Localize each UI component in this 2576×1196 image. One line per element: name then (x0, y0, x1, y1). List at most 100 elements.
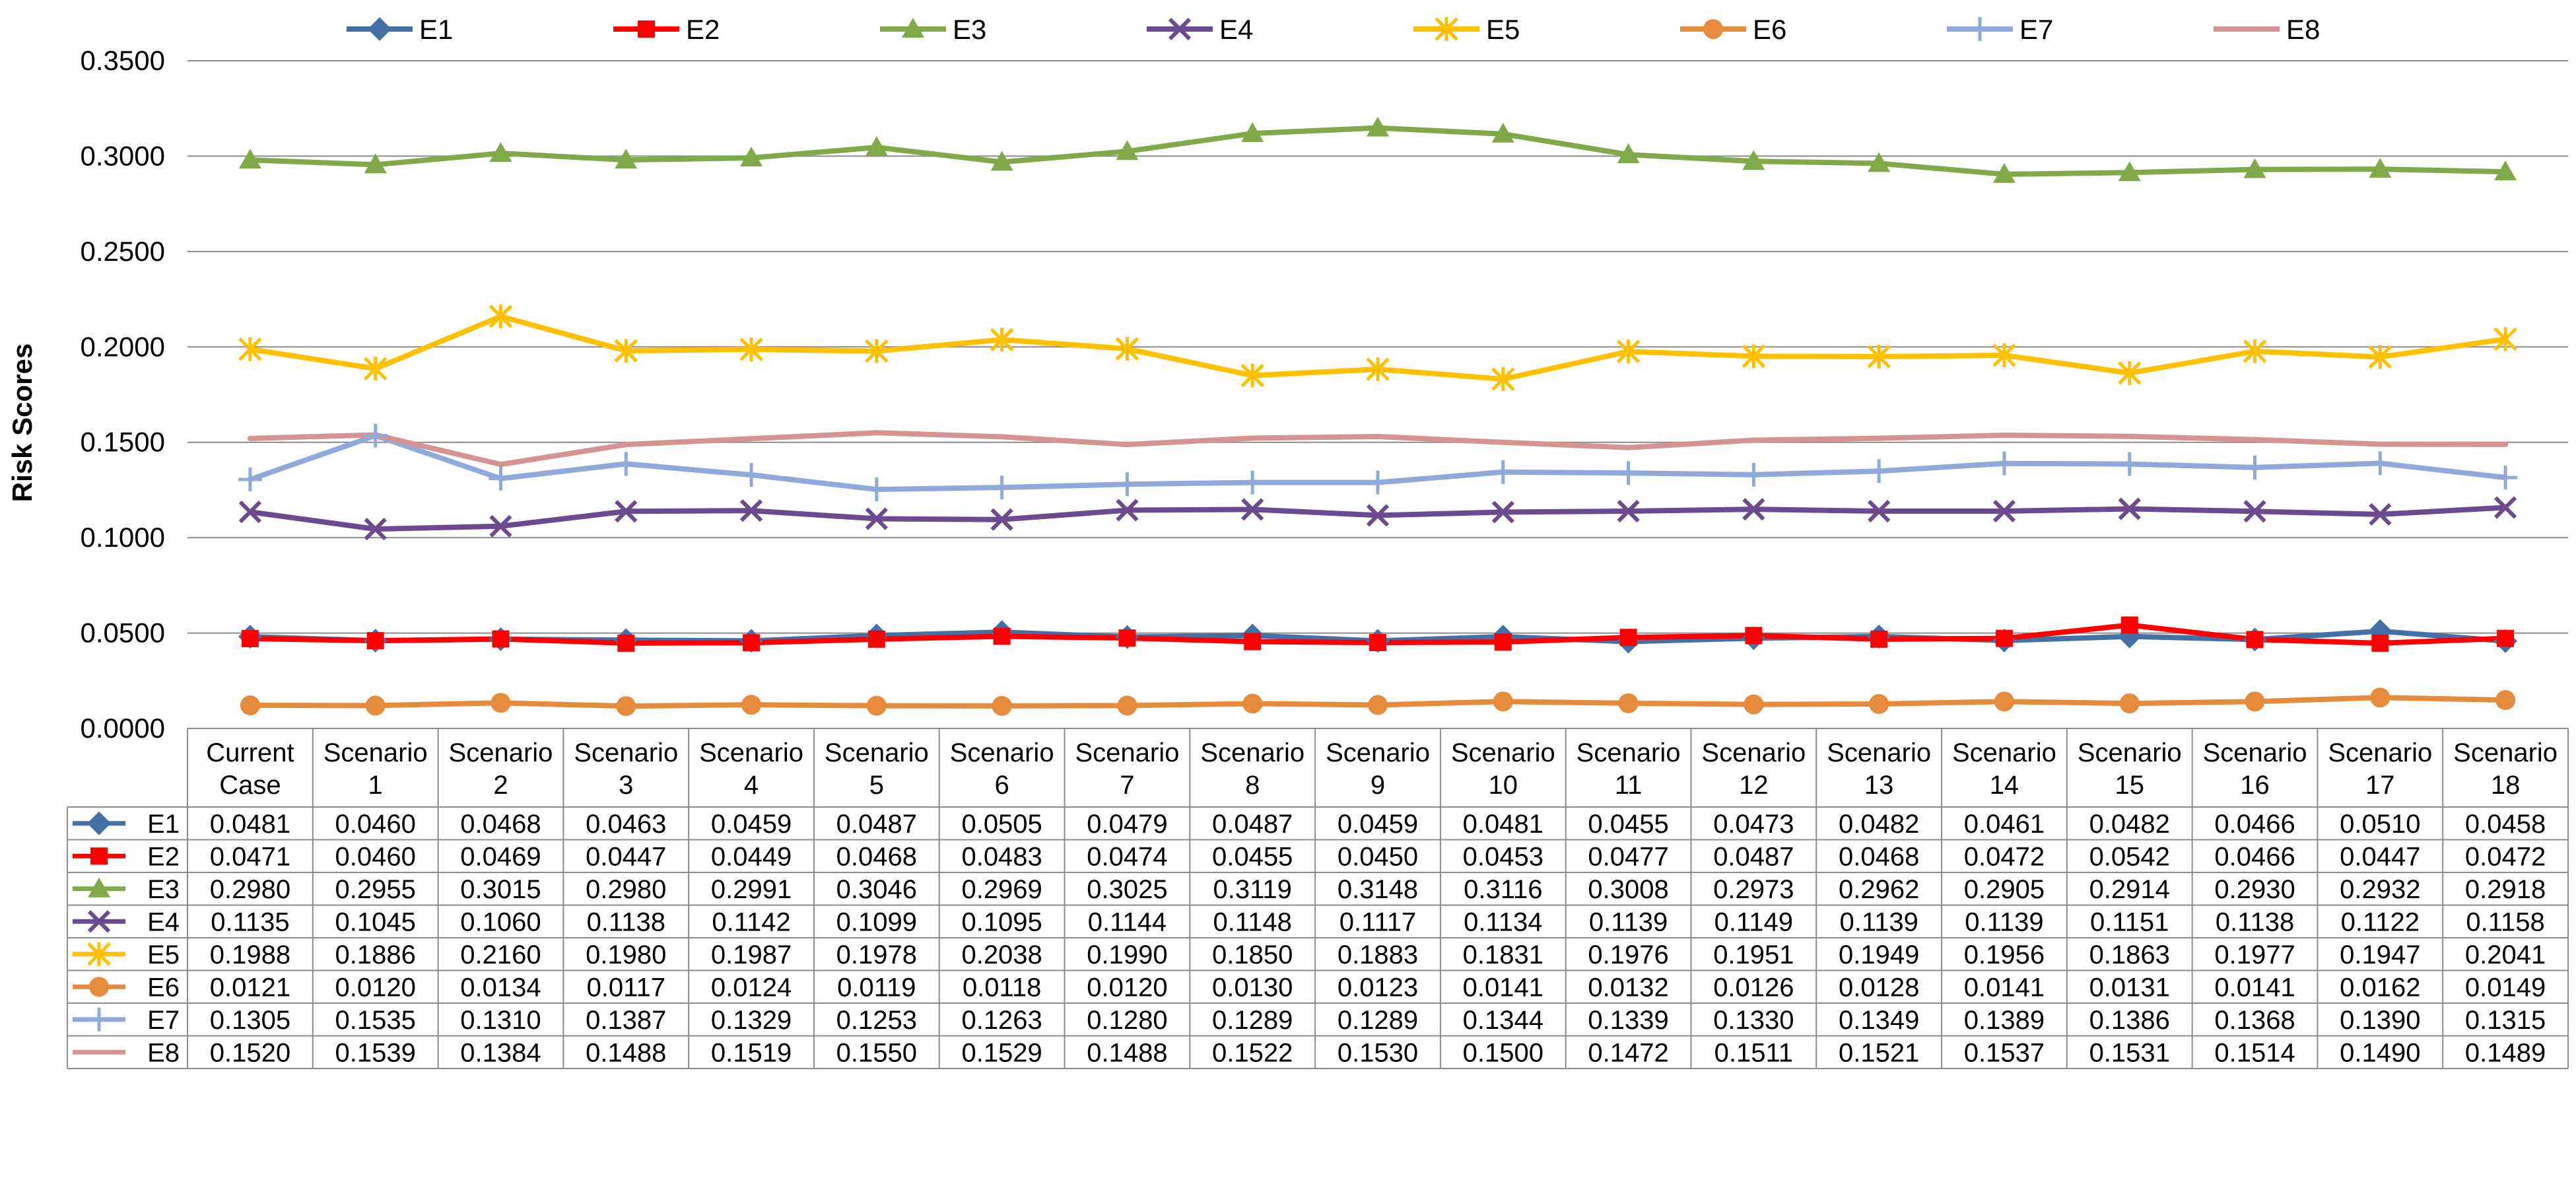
table-cell-value: 0.0118 (963, 973, 1041, 1002)
circle-marker (1117, 695, 1137, 716)
category-label-line2: 11 (1615, 771, 1643, 800)
square-marker (1995, 629, 2013, 647)
legend-label: E3 (953, 14, 986, 45)
category-label-line2: 2 (493, 771, 508, 800)
table-cell-value: 0.3148 (1338, 875, 1418, 904)
star-marker (1616, 339, 1641, 364)
table-cell-value: 0.2914 (2089, 875, 2170, 904)
x-marker (1116, 499, 1139, 522)
category-label-line1: Scenario (1451, 738, 1555, 767)
star-marker (614, 339, 638, 363)
table-cell-value: 0.1344 (1463, 1006, 1543, 1035)
table-cell-value: 0.1389 (1964, 1006, 2045, 1035)
x-marker (1168, 17, 1192, 41)
circle-marker (2495, 689, 2516, 710)
table-cell-value: 0.3025 (1087, 875, 1167, 904)
plus-marker (864, 477, 889, 502)
table-cell-value: 0.0481 (210, 810, 290, 839)
data-table: Current Case Scenario 1 Scenario 2 Scenario 3 Sc… (67, 728, 2569, 1069)
plus-marker (2493, 466, 2518, 490)
plus-marker (363, 423, 388, 448)
table-cell-value: 0.0487 (1713, 842, 1794, 871)
table-cell-value: 0.1956 (1964, 940, 2045, 969)
square-marker (1870, 630, 1888, 648)
plus-marker (1491, 460, 1515, 484)
table-cell-value: 0.1280 (1087, 1006, 1167, 1035)
x-marker (364, 518, 387, 541)
row-series-name: E2 (147, 842, 180, 871)
table-cell-value: 0.2905 (1964, 875, 2045, 904)
plus-marker (1616, 461, 1641, 485)
table-cell-value: 0.1521 (1839, 1038, 1919, 1067)
table-cell-value: 0.2991 (711, 875, 792, 904)
table-cell-value: 0.0461 (1964, 810, 2045, 839)
table-cell-value: 0.0469 (460, 842, 541, 871)
table-cell-value: 0.1531 (2089, 1038, 2170, 1067)
circle-marker (240, 695, 260, 716)
table-cell-value: 0.0132 (1588, 973, 1668, 1002)
x-marker (2493, 496, 2517, 519)
table-cell-value: 0.1514 (2214, 1038, 2295, 1067)
triangle-marker (1617, 143, 1640, 164)
triangle-marker (2118, 161, 2141, 182)
table-cell-value: 0.2930 (2214, 875, 2295, 904)
square-marker (2120, 616, 2138, 634)
category-label-line2: 12 (1739, 771, 1769, 800)
category-label-line1: Scenario (323, 738, 428, 767)
table-cell-value: 0.2160 (460, 940, 541, 969)
table-cell-value: 0.1134 (1464, 907, 1542, 936)
y-gridlines (187, 60, 2568, 729)
plus-marker (1240, 470, 1265, 495)
legend-label: E1 (419, 14, 453, 45)
category-label-line1: Scenario (2203, 738, 2307, 767)
y-tick-label: 0.0000 (81, 713, 165, 744)
table-cell-value: 0.0124 (711, 973, 792, 1002)
table-cell-value: 0.0130 (1212, 973, 1293, 1002)
triangle-marker (2369, 158, 2392, 178)
table-cell-value: 0.0128 (1839, 973, 1919, 1002)
table-cell-value: 0.1519 (711, 1038, 792, 1067)
table-cell-value: 0.0510 (2340, 810, 2420, 839)
table-cell-value: 0.0141 (2214, 973, 2295, 1002)
table-cell-value: 0.1522 (1212, 1038, 1293, 1067)
table-cell-value: 0.1142 (712, 907, 790, 936)
star-marker (489, 304, 513, 329)
square-marker (1494, 633, 1512, 651)
table-cell-value: 0.0450 (1338, 842, 1418, 871)
star-marker (1240, 363, 1264, 388)
triangle-marker (238, 149, 261, 169)
x-marker (990, 508, 1013, 531)
table-cell-value: 0.1339 (1588, 1006, 1668, 1035)
circle-marker (1744, 694, 1764, 715)
table-cell-value: 0.2955 (335, 875, 416, 904)
category-label-line1: Scenario (950, 738, 1054, 767)
triangle-marker (865, 136, 888, 157)
table-cell-value: 0.1850 (1212, 940, 1293, 969)
table-cell-value: 0.0120 (335, 973, 416, 1002)
table-cell-value: 0.0149 (2465, 973, 2546, 1002)
category-label-line2: 6 (995, 771, 1009, 800)
star-marker (1491, 367, 1515, 392)
table-cell-value: 0.0472 (1964, 842, 2045, 871)
triangle-marker (364, 153, 387, 174)
star-marker (1115, 337, 1139, 361)
plus-marker (1968, 17, 1992, 41)
row-series-name: E5 (147, 940, 180, 969)
table-cell-value: 0.0487 (836, 810, 917, 839)
table-cell-value: 0.0542 (2089, 842, 2170, 871)
plus-marker (1742, 462, 1766, 487)
table-cell-value: 0.2918 (2465, 875, 2546, 904)
circle-marker (1493, 691, 1513, 712)
table-cell-value: 0.1060 (460, 907, 541, 936)
category-label-line2: 4 (744, 771, 759, 800)
x-marker (1992, 499, 2016, 523)
square-marker (2371, 634, 2389, 652)
square-marker (1244, 633, 1262, 651)
circle-marker (2119, 693, 2140, 714)
table-cell-value: 0.0447 (586, 842, 666, 871)
circle-marker (1703, 19, 1723, 39)
table-cell-value: 0.1390 (2340, 1006, 2420, 1035)
table-cell-value: 0.1530 (1338, 1038, 1418, 1067)
series-line-e4 (247, 505, 2509, 532)
plus-marker (238, 468, 262, 492)
